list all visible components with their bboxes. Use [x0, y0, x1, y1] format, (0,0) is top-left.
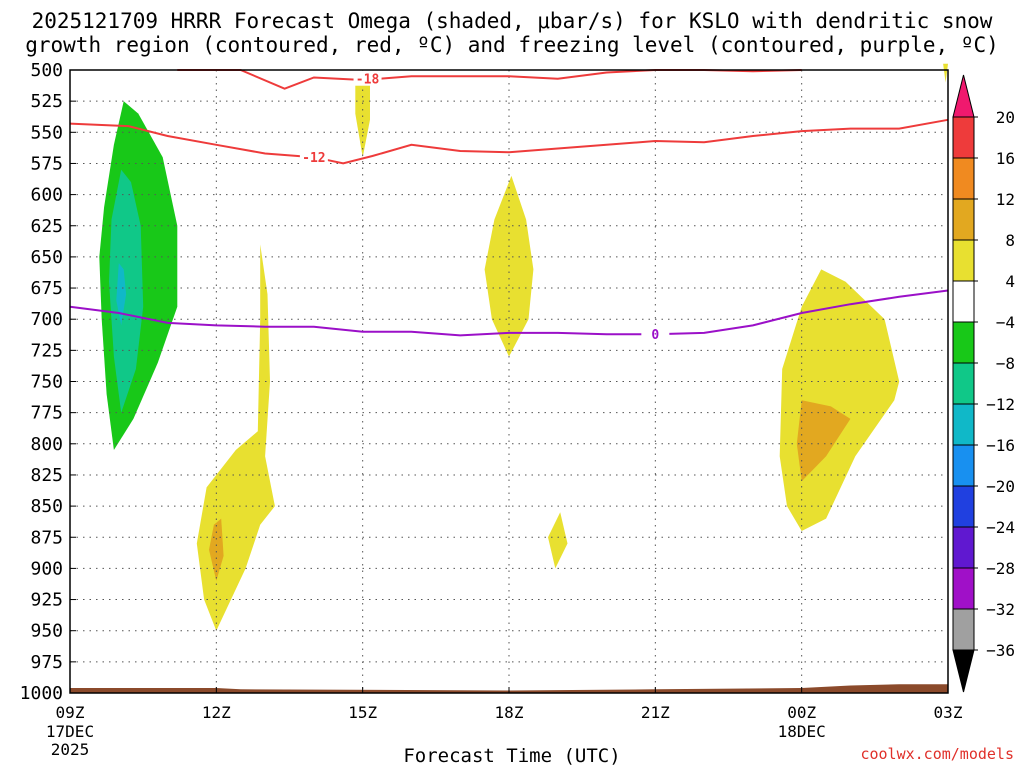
- y-tick-label: 500: [30, 60, 63, 81]
- y-tick-label: 775: [30, 403, 63, 424]
- colorbar-band-9: [952, 485, 975, 528]
- contour-label--18: -18: [356, 73, 380, 88]
- colorbar-label: −28: [986, 559, 1015, 578]
- site-credit: coolwx.com/models: [860, 745, 1014, 763]
- omega-shaded-regions: [99, 63, 948, 631]
- chart-title-line1: 2025121709 HRRR Forecast Omega (shaded, …: [31, 9, 993, 33]
- omega-region-9: [796, 400, 851, 482]
- colorbar-label: 20: [996, 108, 1015, 127]
- colorbar-band-8: [952, 444, 975, 487]
- colorbar-band-10: [952, 526, 975, 569]
- y-tick-label: 550: [30, 122, 63, 143]
- colorbar-band-3: [952, 239, 975, 282]
- colorbar-label: −8: [996, 354, 1015, 373]
- colorbar-band-0: [952, 116, 975, 159]
- colorbar-label: −16: [986, 436, 1015, 455]
- colorbar-label: 12: [996, 190, 1015, 209]
- colorbar: 20 16 12 8 4 −4 −8 −12 −16 −20 −24 −28 −32 −36: [952, 74, 1015, 693]
- x-tick-label: 12Z: [202, 703, 231, 722]
- y-tick-label: 800: [30, 434, 63, 455]
- omega-region-2: [116, 263, 127, 326]
- y-tick-label: 825: [30, 465, 63, 486]
- colorbar-band-4: [952, 280, 975, 323]
- x-tick-label: 00Z: [787, 703, 816, 722]
- colorbar-label: 16: [996, 149, 1015, 168]
- colorbar-label: 8: [1005, 231, 1015, 250]
- y-tick-label: 950: [30, 621, 63, 642]
- terrain-layer: [70, 684, 948, 693]
- contour-label-bg-0: [353, 70, 382, 86]
- colorbar-label: −36: [986, 641, 1015, 660]
- omega-region-8: [779, 269, 900, 531]
- omega-region-4: [209, 518, 224, 581]
- y-tick-label: 600: [30, 185, 63, 206]
- chart-title-line2: growth region (contoured, red, ºC) and f…: [25, 33, 999, 57]
- y-tick-label: 650: [30, 247, 63, 268]
- omega-region-7: [548, 512, 568, 569]
- y-tick-label: 525: [30, 91, 63, 112]
- colorbar-label: −24: [986, 518, 1015, 537]
- y-axis-ticks: 500 525 550 575 600 625 650 675 700 725 750 775 800 8…: [20, 60, 76, 704]
- x-tick-date: 17DEC: [46, 722, 94, 741]
- colorbar-label: 4: [1005, 272, 1015, 291]
- colorbar-band-6: [952, 362, 975, 405]
- contour-line-0: [69, 289, 949, 337]
- y-tick-label: 1000: [20, 683, 63, 704]
- colorbar-label: −12: [986, 395, 1015, 414]
- colorbar-band-1: [952, 157, 975, 200]
- y-tick-label: 875: [30, 527, 63, 548]
- y-tick-label: 625: [30, 216, 63, 237]
- omega-region-1: [109, 169, 144, 413]
- colorbar-band-12: [952, 608, 975, 651]
- colorbar-band-7: [952, 403, 975, 446]
- colorbar-band-11: [952, 567, 975, 610]
- x-tick-date: 18DEC: [778, 722, 826, 741]
- y-tick-label: 900: [30, 558, 63, 579]
- colorbar-label: −32: [986, 600, 1015, 619]
- x-tick-year: 2025: [51, 740, 90, 759]
- colorbar-label: −20: [986, 477, 1015, 496]
- x-tick-label: 18Z: [495, 703, 524, 722]
- omega-region-10: [943, 63, 948, 83]
- x-tick-label: 21Z: [641, 703, 670, 722]
- contour-label-bg-2: [641, 326, 670, 342]
- y-tick-label: 575: [30, 153, 63, 174]
- contour-label-0: 0: [651, 328, 659, 343]
- contour-line--12: [69, 118, 949, 165]
- y-tick-label: 975: [30, 652, 63, 673]
- colorbar-band-5: [952, 321, 975, 364]
- colorbar-bottom-arrow: [952, 649, 975, 693]
- terrain-fill: [70, 684, 948, 693]
- contour-label-bg-1: [299, 149, 328, 165]
- colorbar-top-arrow: [952, 74, 975, 118]
- x-tick-label: 03Z: [934, 703, 963, 722]
- x-tick-label: 09Z: [56, 703, 85, 722]
- y-tick-label: 725: [30, 340, 63, 361]
- y-tick-label: 750: [30, 372, 63, 393]
- colorbar-band-2: [952, 198, 975, 241]
- contour-line--18: [177, 69, 802, 90]
- y-tick-label: 700: [30, 309, 63, 330]
- y-tick-label: 925: [30, 590, 63, 611]
- colorbar-label: −4: [996, 313, 1015, 332]
- omega-region-3: [196, 244, 275, 631]
- x-axis-title: Forecast Time (UTC): [403, 745, 621, 767]
- y-tick-label: 850: [30, 496, 63, 517]
- y-tick-label: 675: [30, 278, 63, 299]
- contour-label--12: -12: [302, 151, 325, 166]
- x-tick-label: 15Z: [348, 703, 377, 722]
